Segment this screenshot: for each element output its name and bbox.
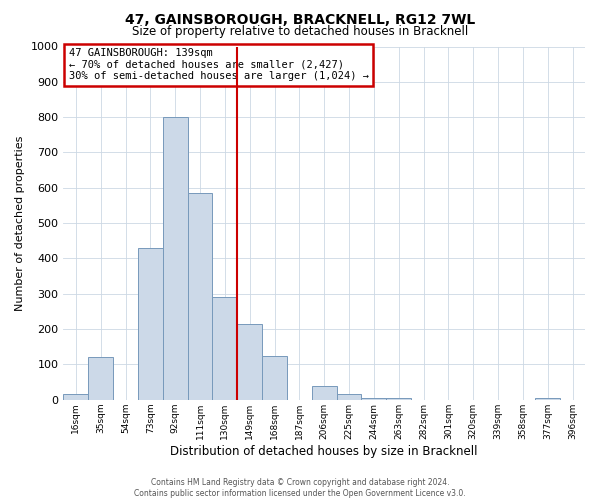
Bar	[312, 386, 337, 400]
Bar	[237, 324, 262, 400]
X-axis label: Distribution of detached houses by size in Bracknell: Distribution of detached houses by size …	[170, 444, 478, 458]
Bar	[212, 298, 237, 400]
Text: 47 GAINSBOROUGH: 139sqm
← 70% of detached houses are smaller (2,427)
30% of semi: 47 GAINSBOROUGH: 139sqm ← 70% of detache…	[68, 48, 368, 82]
Y-axis label: Number of detached properties: Number of detached properties	[15, 136, 25, 311]
Bar	[386, 398, 411, 400]
Text: Contains HM Land Registry data © Crown copyright and database right 2024.
Contai: Contains HM Land Registry data © Crown c…	[134, 478, 466, 498]
Bar	[163, 117, 188, 400]
Bar	[188, 193, 212, 400]
Bar	[337, 394, 361, 400]
Bar	[88, 358, 113, 400]
Text: Size of property relative to detached houses in Bracknell: Size of property relative to detached ho…	[132, 25, 468, 38]
Bar	[535, 398, 560, 400]
Bar	[262, 356, 287, 400]
Bar	[64, 394, 88, 400]
Text: 47, GAINSBOROUGH, BRACKNELL, RG12 7WL: 47, GAINSBOROUGH, BRACKNELL, RG12 7WL	[125, 12, 475, 26]
Bar	[138, 248, 163, 400]
Bar	[361, 398, 386, 400]
